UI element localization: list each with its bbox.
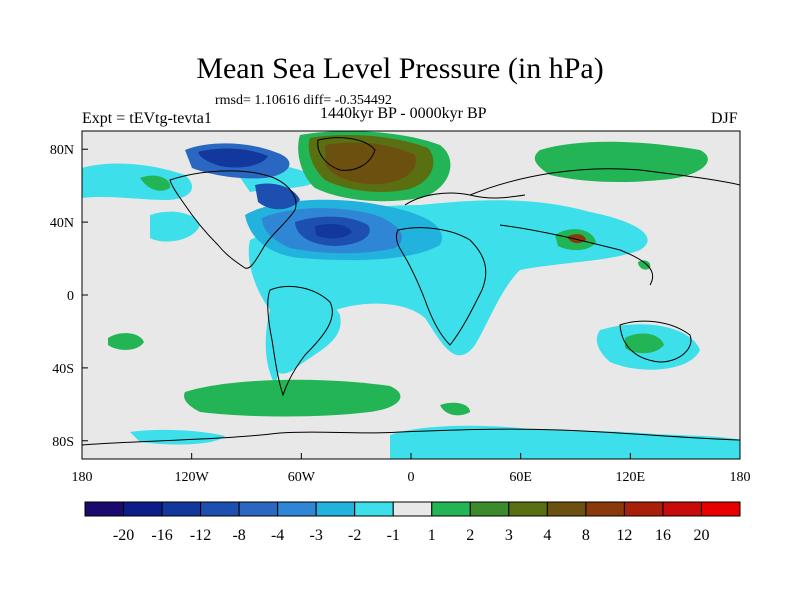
- coast-greenland: [317, 137, 376, 171]
- colorbar-label: 3: [505, 527, 513, 544]
- contour-alaska-low: [82, 163, 193, 200]
- colorbar-label: 16: [655, 527, 671, 544]
- colorbar-label: 20: [693, 527, 709, 544]
- contour-south-pacific-high: [108, 333, 144, 350]
- y-tick-label: 40N: [50, 216, 74, 231]
- contour-north-atlantic-minus8: [315, 224, 352, 239]
- contour-antarctic-low: [390, 425, 740, 459]
- colorbar-swatch: [662, 501, 702, 517]
- colorbar-label: -3: [310, 527, 323, 544]
- x-tick-label: 0: [408, 470, 415, 485]
- x-tick-label: 120W: [175, 470, 210, 485]
- colorbar-swatch: [354, 501, 394, 517]
- chart-title: Mean Sea Level Pressure (in hPa): [196, 52, 604, 85]
- colorbar-label: 2: [466, 527, 474, 544]
- colorbar-swatch: [200, 501, 240, 517]
- colorbar-swatch: [546, 501, 587, 517]
- contour-southern-ocean-high: [184, 379, 401, 417]
- coast-asia: [469, 168, 740, 286]
- colorbar-label: -20: [113, 527, 134, 544]
- coast-europe: [404, 192, 526, 206]
- season-label: DJF: [711, 110, 738, 127]
- colorbar-label: -16: [151, 527, 172, 544]
- coast-north-america: [169, 170, 297, 269]
- colorbar-label: -8: [232, 527, 245, 544]
- y-tick-label: 80N: [50, 143, 74, 158]
- y-axis: 80N 40N 0 40S 80S: [50, 143, 88, 450]
- colorbar-label: -4: [271, 527, 284, 544]
- contour-tasman-high: [625, 333, 664, 354]
- period-label: 1440kyr BP - 0000kyr BP: [320, 105, 487, 122]
- x-tick-label: 60E: [509, 470, 532, 485]
- y-tick-label: 0: [67, 289, 74, 304]
- x-axis: 180 120W 60W 0 60E 120E 180: [72, 453, 751, 485]
- contour-pacific-low: [150, 211, 200, 242]
- colorbar-swatch: [700, 501, 741, 517]
- colorbar-swatch: [392, 501, 433, 517]
- contour-south-america-low: [272, 287, 341, 374]
- coast-australia: [619, 320, 692, 363]
- colorbar-label: 12: [616, 527, 632, 544]
- x-tick-label: 180: [72, 470, 93, 485]
- colorbar-swatch: [585, 501, 625, 517]
- colorbar-swatch: [508, 501, 548, 517]
- colorbar-swatch: [315, 501, 356, 517]
- coast-africa: [395, 227, 487, 346]
- x-tick-label: 120E: [616, 470, 646, 485]
- x-tick-label: 180: [730, 470, 751, 485]
- contour-antarctic-high: [440, 402, 470, 416]
- colorbar-swatch: [469, 501, 510, 517]
- contour-field: [82, 131, 740, 459]
- colorbar-swatch: [123, 501, 163, 517]
- colorbar-swatch: [238, 501, 279, 517]
- colorbar: -20 -16 -12 -8 -4 -3 -2 -1 1 2 3 4 8 12 16 20: [84, 501, 741, 544]
- coast-south-america: [267, 285, 333, 397]
- contour-arctic-plus8: [325, 142, 416, 185]
- colorbar-label: -2: [348, 527, 361, 544]
- contour-philippine-high: [638, 260, 651, 270]
- colorbar-swatch: [161, 501, 202, 517]
- x-tick-label: 60W: [288, 470, 316, 485]
- colorbar-swatch: [431, 501, 471, 517]
- y-tick-label: 80S: [52, 435, 74, 450]
- contour-alaska-minus8: [198, 148, 268, 168]
- colorbar-swatch: [623, 501, 664, 517]
- contour-siberian-high: [534, 141, 708, 183]
- colorbar-swatch: [277, 501, 317, 517]
- colorbar-swatch: [84, 501, 125, 517]
- y-tick-label: 40S: [52, 362, 74, 377]
- colorbar-label: 4: [543, 527, 551, 544]
- coast-antarctica: [82, 428, 740, 446]
- contour-east-pacific-high: [140, 175, 171, 191]
- colorbar-label: 8: [582, 527, 590, 544]
- stats-text: rmsd= 1.10616 diff= -0.354492: [215, 93, 392, 108]
- colorbar-label: -12: [190, 527, 211, 544]
- colorbar-label: 1: [428, 527, 436, 544]
- experiment-label: Expt = tEVtg-tevta1: [82, 110, 212, 127]
- contour-labrador-low: [255, 183, 300, 210]
- coastlines: [82, 137, 740, 446]
- colorbar-label: -1: [387, 527, 400, 544]
